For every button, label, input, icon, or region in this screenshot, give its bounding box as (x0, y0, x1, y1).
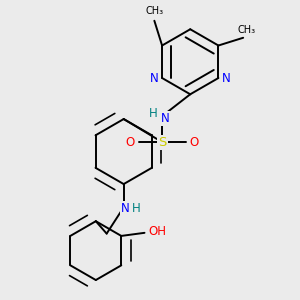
Text: H: H (132, 202, 141, 215)
Text: O: O (126, 136, 135, 149)
Text: N: N (222, 71, 230, 85)
Text: OH: OH (148, 225, 166, 238)
Text: N: N (160, 112, 169, 125)
Text: S: S (158, 136, 166, 149)
Text: N: N (121, 202, 130, 215)
Text: CH₃: CH₃ (237, 25, 255, 35)
Text: O: O (190, 136, 199, 149)
Text: N: N (150, 71, 159, 85)
Text: CH₃: CH₃ (145, 7, 164, 16)
Text: H: H (149, 107, 158, 120)
